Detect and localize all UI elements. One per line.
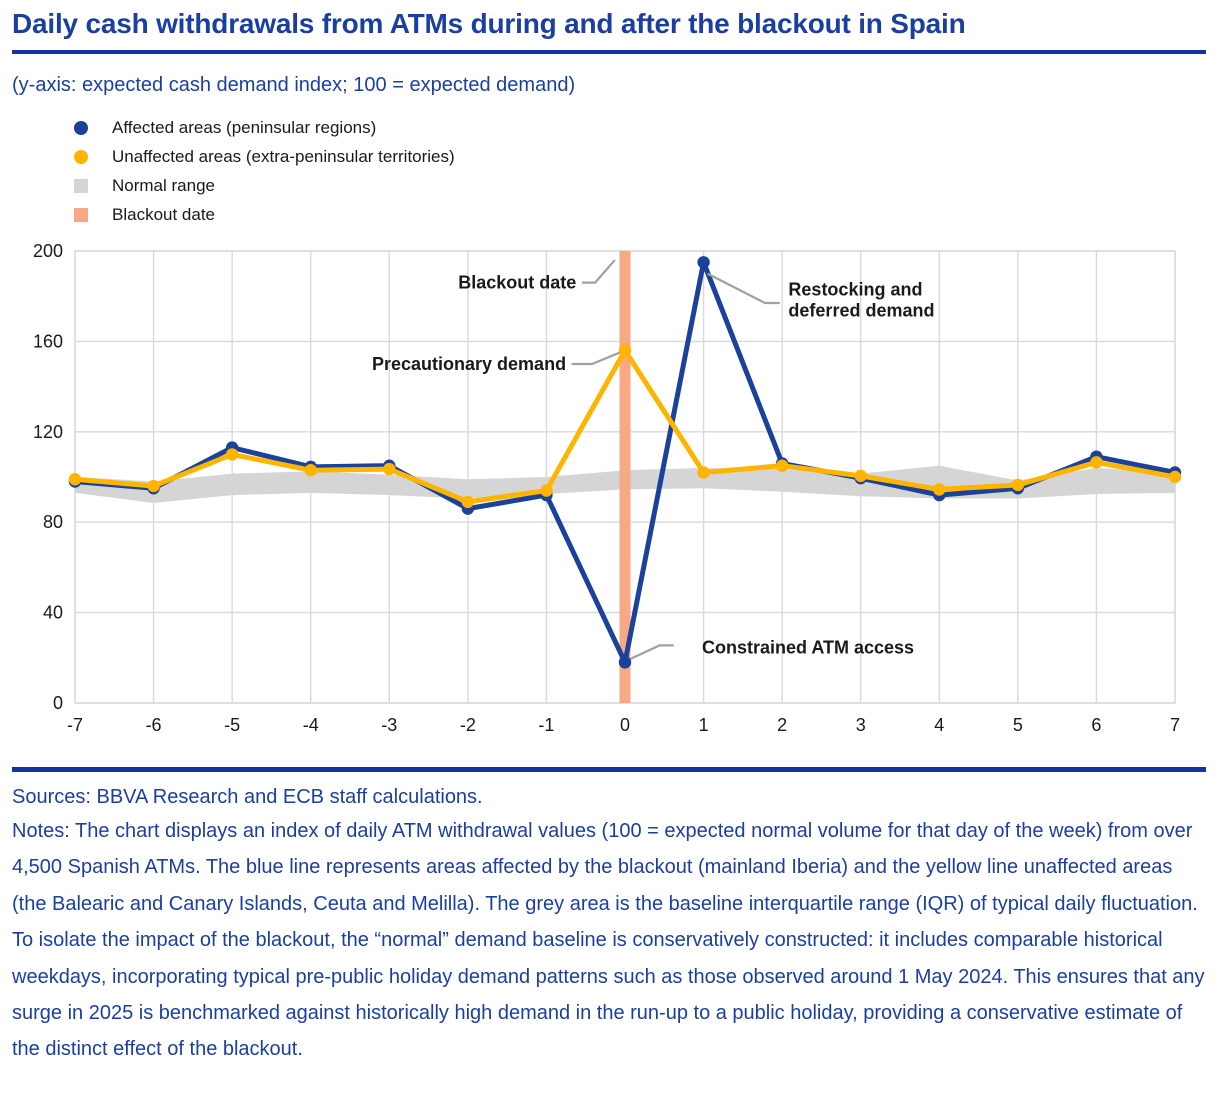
x-tick-label: -2 (460, 715, 476, 735)
data-point (1090, 456, 1103, 469)
series-unaffected (68, 344, 1182, 509)
legend-item-label: Affected areas (peninsular regions) (112, 117, 377, 137)
x-tick-label: 2 (777, 715, 787, 735)
x-tick-label: 6 (1091, 715, 1101, 735)
data-point (697, 256, 710, 269)
figure-page: Daily cash withdrawals from ATMs during … (12, 8, 1206, 1061)
legend-item-unaffected: Unaffected areas (extra-peninsular terri… (74, 142, 1206, 171)
data-point (775, 459, 789, 472)
legend-item-affected: Affected areas (peninsular regions) (74, 113, 1206, 142)
x-tick-label: -5 (224, 715, 240, 735)
x-tick-label: -3 (381, 715, 397, 735)
data-point (1168, 470, 1182, 484)
circle-marker-icon (74, 149, 88, 164)
data-point (68, 473, 82, 486)
data-point (697, 466, 710, 479)
x-tick-label: 3 (856, 715, 866, 735)
annotation-restocking-and-deferred-demand: Restocking and deferred demand (706, 272, 934, 320)
data-point (383, 462, 396, 476)
x-tick-label: 5 (1013, 715, 1023, 735)
annotation-constrained-atm-access: Constrained ATM access (630, 638, 914, 660)
sources-text: Sources: BBVA Research and ECB staff cal… (12, 786, 483, 808)
y-tick-label: 200 (33, 241, 63, 261)
blackout-date-bar (619, 251, 631, 703)
y-tick-label: 0 (53, 693, 63, 713)
legend-item-normal: Normal range (74, 171, 1206, 200)
y-tick-label: 80 (43, 512, 63, 532)
annotation-label: Restocking and deferred demand (788, 279, 934, 320)
data-point (540, 484, 553, 497)
data-point (933, 483, 946, 496)
y-tick-label: 120 (33, 422, 63, 442)
chart-canvas: 0 40 80 120 160 200 -7 -6 -5 -4 -3 -2 -1 0 1 2 3 4 5 6 7 Blac… (33, 241, 1182, 735)
annotation-connector (706, 272, 780, 305)
annotation-connector (571, 351, 620, 366)
axis-tick-labels: 0 40 80 120 160 200 -7 -6 -5 -4 -3 -2 -1 0 1 2 3 4 5 6 7 (33, 241, 1180, 735)
legend-item-blackout: Blackout date (74, 200, 1206, 229)
square-marker-icon (74, 207, 88, 222)
square-marker-icon (74, 178, 88, 193)
annotation-label: Blackout date (458, 273, 576, 293)
x-tick-label: -4 (303, 715, 319, 735)
x-tick-label: 0 (620, 715, 630, 735)
legend-item-label: Normal range (112, 175, 215, 195)
data-point (461, 495, 475, 509)
y-tick-label: 40 (43, 603, 63, 623)
x-tick-label: 1 (699, 715, 709, 735)
footer-divider (12, 767, 1206, 772)
legend: Affected areas (peninsular regions) Unaff… (74, 113, 1206, 229)
legend-item-label: Unaffected areas (extra-peninsular terri… (112, 146, 455, 166)
chart: 0 40 80 120 160 200 -7 -6 -5 -4 -3 -2 -1 0 1 2 3 4 5 6 7 Blac… (12, 241, 1206, 751)
data-point (854, 469, 867, 483)
notes-text: Notes: The chart displays an index of da… (12, 820, 1205, 1061)
annotation-connector (630, 644, 674, 660)
circle-marker-icon (74, 120, 88, 135)
legend-item-label: Blackout date (112, 204, 216, 224)
annotation-connector (581, 259, 616, 284)
annotation-label: Precautionary demand (372, 354, 566, 374)
data-point (1011, 478, 1025, 492)
x-tick-label: 7 (1170, 715, 1180, 735)
data-point (618, 656, 632, 669)
axis-subtitle: (y-axis: expected cash demand index; 100… (12, 74, 576, 96)
data-point (225, 448, 239, 461)
annotation-label: Constrained ATM access (702, 638, 914, 658)
x-tick-label: 4 (934, 715, 944, 735)
y-tick-label: 160 (33, 331, 63, 351)
annotation-precautionary-demand: Precautionary demand (372, 351, 620, 374)
title-divider (12, 50, 1206, 54)
x-tick-label: -6 (146, 715, 162, 735)
data-point (147, 479, 160, 493)
x-tick-label: -7 (67, 715, 83, 735)
data-point (304, 464, 317, 477)
x-tick-label: -1 (538, 715, 554, 735)
page-title: Daily cash withdrawals from ATMs during … (12, 8, 966, 39)
data-point (618, 344, 632, 357)
annotation-blackout-date: Blackout date (458, 259, 616, 293)
